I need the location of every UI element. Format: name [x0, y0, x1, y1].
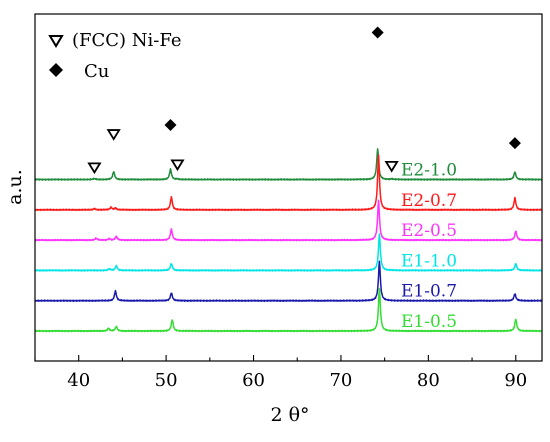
- cu-peak-marker: [371, 26, 384, 39]
- series-label-E1-0.5: E1-0.5: [401, 312, 457, 332]
- plot-frame: [34, 13, 543, 362]
- series-label-E1-0.7: E1-0.7: [401, 282, 457, 302]
- series-curve-E2-1.0: [34, 148, 543, 181]
- cu-peak-marker: [164, 118, 177, 131]
- series-curve-E2-0.5: [34, 199, 543, 242]
- ni-fe-peak-marker: [170, 159, 185, 172]
- legend-diamond-marker: [49, 63, 63, 77]
- series-label-E2-1.0: E2-1.0: [401, 161, 457, 181]
- x-tick-label: 50: [155, 370, 178, 391]
- peak-markers-layer: [87, 26, 521, 175]
- series-curve-E1-1.0: [34, 233, 543, 272]
- ni-fe-peak-marker: [384, 160, 399, 173]
- curves-layer: [34, 148, 543, 333]
- x-tick-label: 80: [417, 370, 440, 391]
- x-tick-label: 90: [504, 370, 527, 391]
- series-label-E2-0.7: E2-0.7: [401, 191, 457, 211]
- legend-label-cu: Cu: [84, 61, 109, 82]
- series-label-E1-1.0: E1-1.0: [401, 251, 457, 271]
- legend: (FCC) Ni-Fe Cu: [48, 30, 182, 82]
- series-curve-E2-0.7: [34, 154, 543, 212]
- ni-fe-peak-marker: [106, 129, 121, 141]
- x-ticks-layer: 40 50 60 70 80 90: [34, 355, 527, 391]
- x-tick-label: 60: [242, 370, 265, 391]
- x-tick-label: 40: [67, 370, 90, 391]
- cu-peak-marker: [508, 137, 521, 150]
- legend-label-ni-fe: (FCC) Ni-Fe: [72, 30, 182, 51]
- series-curve-E1-0.7: [34, 260, 543, 303]
- series-labels-layer: E2-1.0 E2-0.7 E2-0.5 E1-1.0 E1-0.7 E1-0.5: [401, 161, 457, 333]
- ni-fe-peak-marker: [87, 162, 102, 175]
- series-curve-E1-0.5: [34, 288, 543, 333]
- y-axis-label: a.u.: [4, 169, 26, 205]
- legend-triangle-marker: [48, 35, 64, 48]
- series-label-E2-0.5: E2-0.5: [401, 221, 457, 241]
- x-tick-label: 70: [329, 370, 352, 391]
- x-axis-label: 2 θ°: [270, 404, 309, 426]
